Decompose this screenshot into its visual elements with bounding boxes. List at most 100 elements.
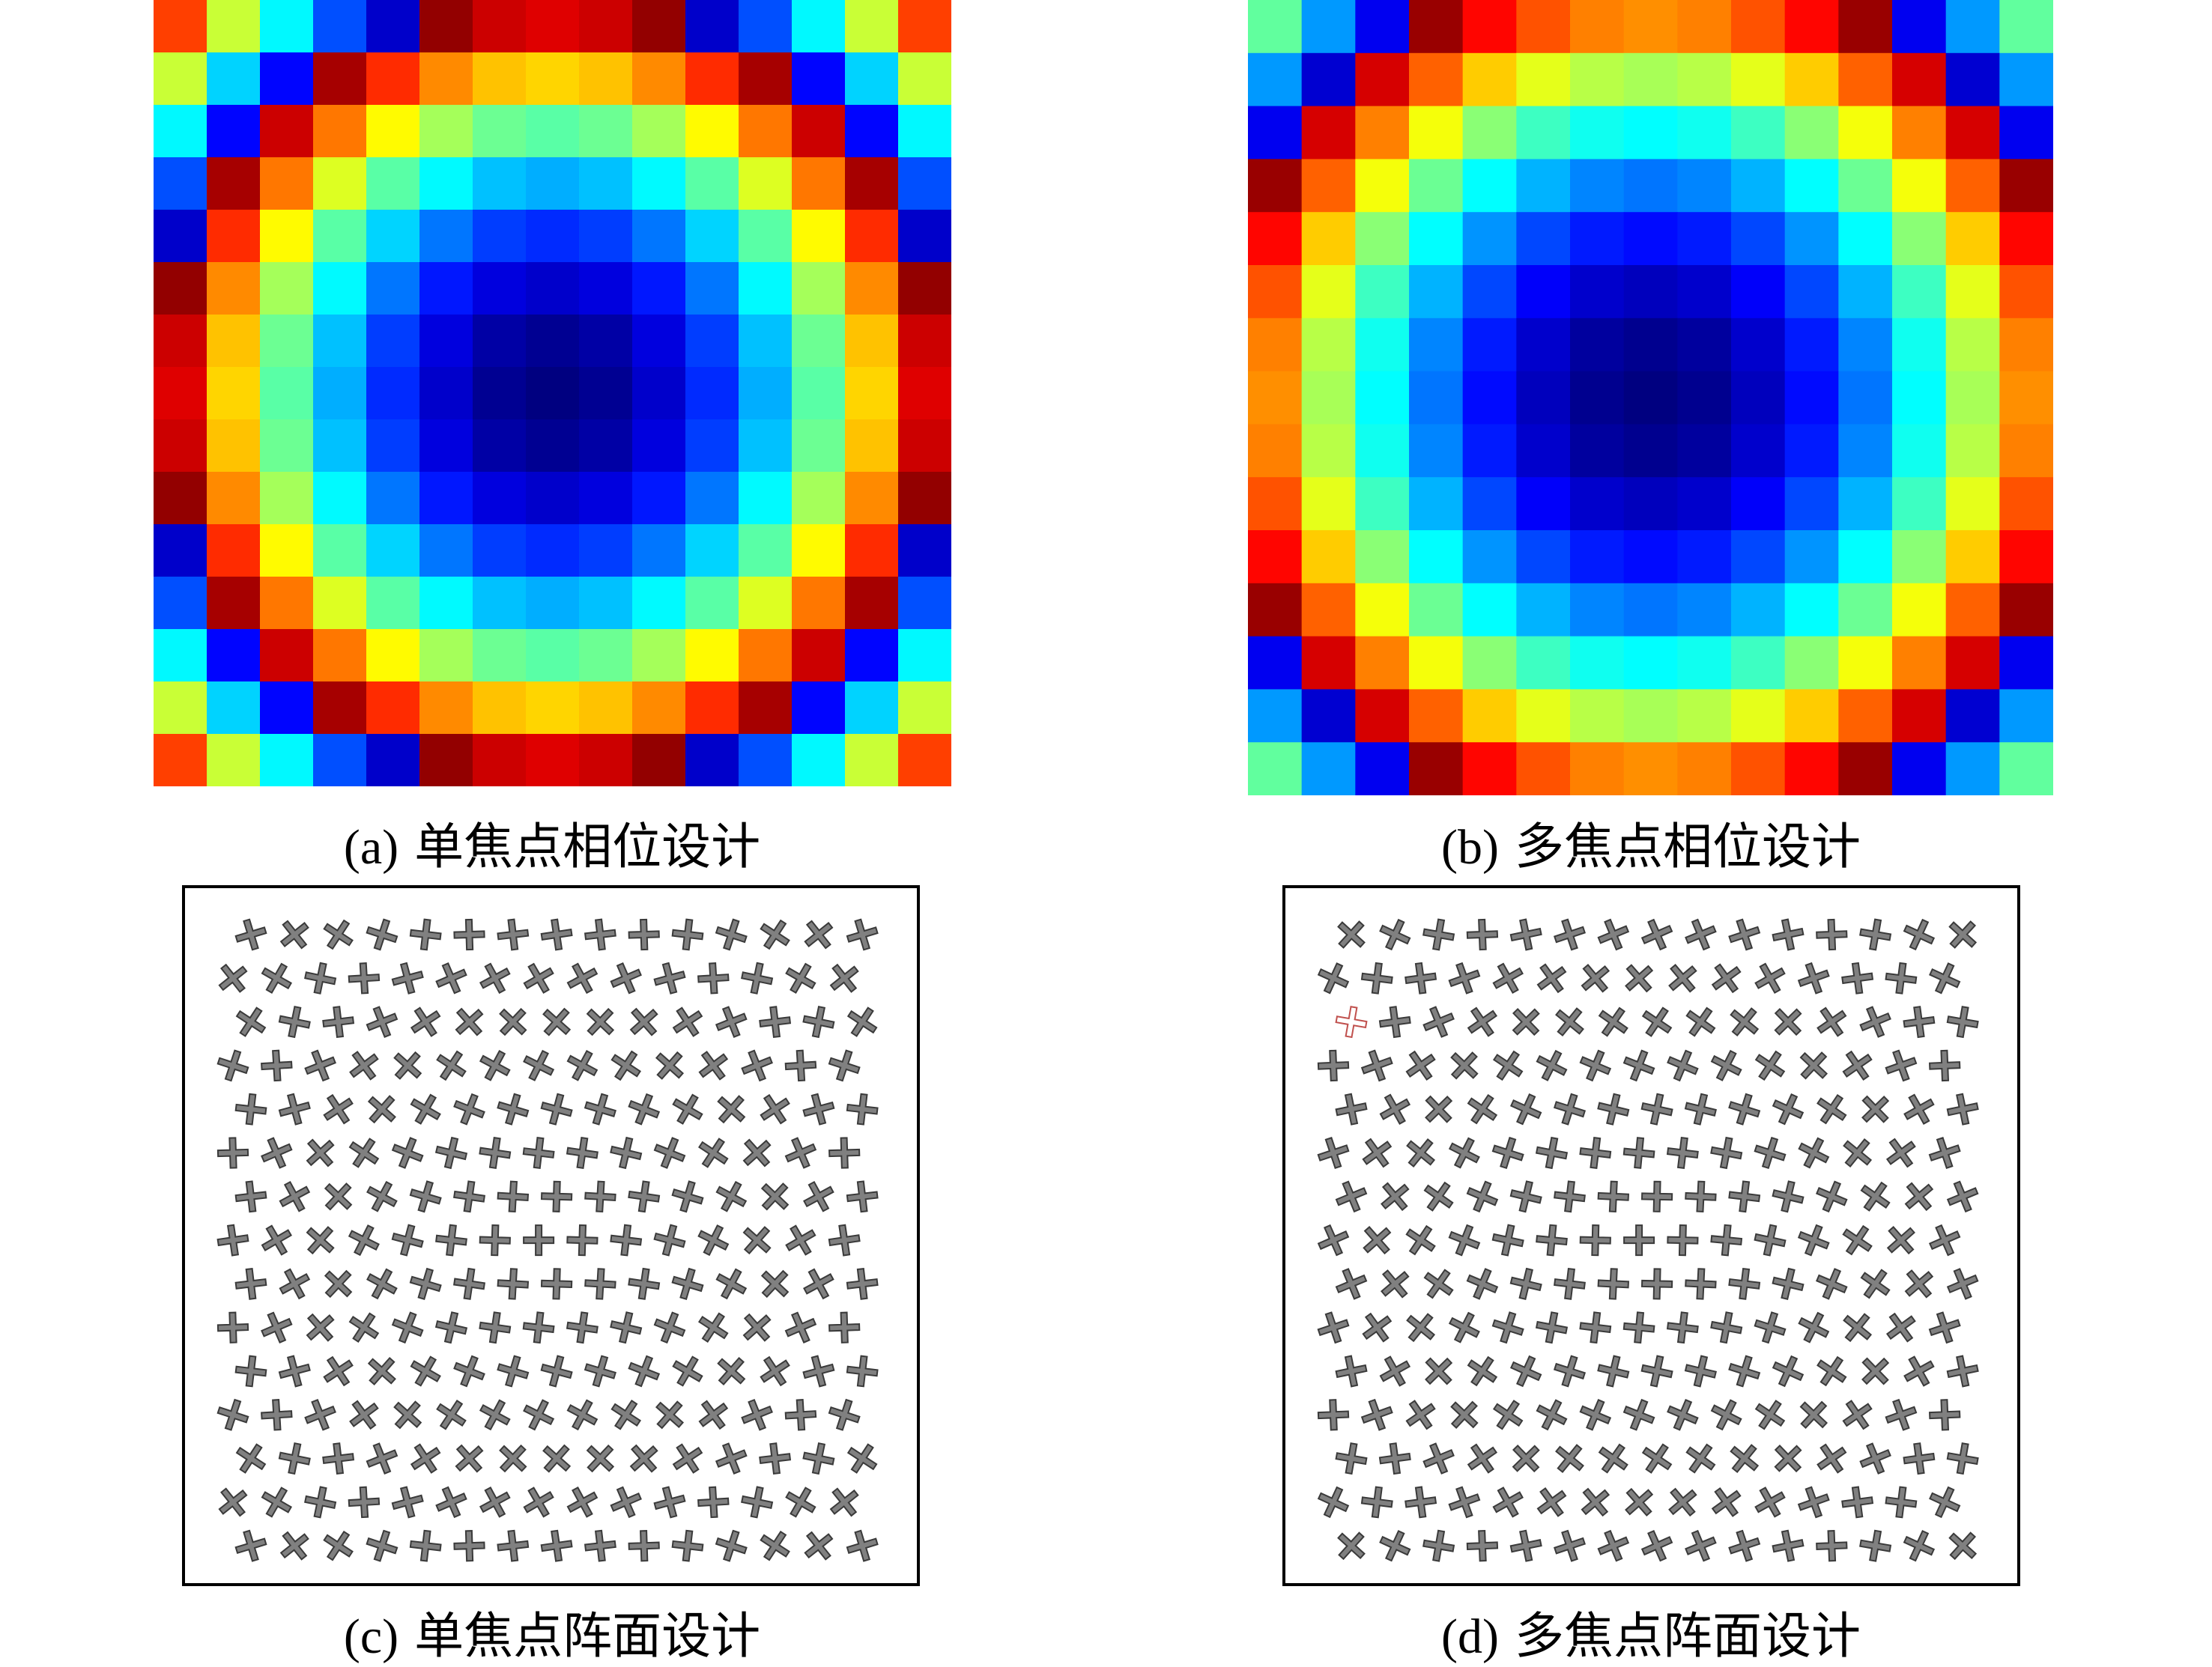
cross-element-icon [436,1400,467,1430]
heatmap-cell [1731,689,1786,743]
cross-element-icon [348,1486,381,1519]
cross-element-icon [1928,1311,1961,1344]
cross-element-icon [1816,1530,1848,1562]
cross-element-icon [216,1398,249,1431]
heatmap-cell [1409,477,1464,531]
cross-element-icon [435,962,467,995]
heatmap-cell [313,681,367,735]
heatmap-cell [1462,0,1517,54]
heatmap-cell [1355,265,1410,319]
heatmap-cell [366,52,420,106]
heatmap-cell [1838,265,1893,319]
cross-element-icon [1535,1136,1569,1170]
heatmap-cell [207,367,261,420]
heatmap-cell [1945,159,2000,213]
heatmap-cell [1838,0,1893,54]
heatmap-cell [260,367,314,420]
cross-element-icon [628,918,660,951]
heatmap-cell [1892,52,1947,107]
cross-element-icon [1946,1355,1979,1388]
heatmap-cell [1248,318,1303,372]
heatmap-cell [739,315,793,368]
heatmap-cell [1570,689,1625,743]
heatmap-cell [1731,477,1786,531]
heatmap-cell [845,524,899,577]
heatmap-cell [845,577,899,630]
heatmap-cell [419,262,473,315]
cross-element-icon [1491,1136,1524,1170]
caption-d-text: 多焦点阵面设计 [1514,1607,1861,1665]
cross-element-icon [1466,1530,1499,1562]
cross-element-icon [803,1268,834,1300]
heatmap-cell [1570,0,1625,54]
cross-element-icon [1843,1313,1873,1343]
heatmap-cell [419,52,473,106]
caption-b-label: (b) [1441,820,1499,875]
heatmap-cell [845,629,899,682]
heatmap-cell [1570,212,1625,266]
cross-element-icon [629,1444,658,1473]
heatmap-cell [154,157,207,210]
heatmap-cell [632,472,686,525]
heatmap-cell [1677,106,1732,160]
cross-element-icon [1467,1093,1498,1125]
heatmap-cell [898,524,951,577]
heatmap-cell [1462,106,1517,160]
heatmap-cell [1409,159,1464,213]
cross-element-icon [715,1006,748,1038]
heatmap-cell [260,681,314,735]
cross-element-icon [391,1224,424,1257]
heatmap-cell [1784,477,1839,531]
cross-element-icon [610,1050,641,1081]
cross-element-icon [784,1399,817,1431]
heatmap-cell [898,52,951,106]
cross-element-icon [628,1267,661,1300]
cross-element-icon [846,918,879,951]
cross-element-icon [1554,1180,1586,1213]
heatmap-cell [1999,636,2053,690]
cross-element-icon [1640,918,1673,951]
heatmap-cell [473,472,527,525]
heatmap-cell [1623,318,1678,372]
heatmap-cell [1892,530,1947,584]
heatmap-cell [685,105,739,158]
cross-element-icon [348,1312,380,1343]
cross-element-icon [479,1050,511,1081]
heatmap-cell [1355,159,1410,213]
cross-element-icon [1581,964,1610,993]
heatmap-cell [526,524,580,577]
heatmap-cell [632,629,686,682]
cross-element-icon [1946,1006,1979,1039]
heatmap-cell [1784,265,1839,319]
heatmap-cell [419,0,473,53]
cross-element-icon [628,1530,660,1562]
cross-element-icon [1946,1180,1979,1213]
cross-element-icon [304,1049,336,1082]
heatmap-cell [579,157,633,210]
heatmap-cell [579,577,633,630]
cross-element-icon [1841,1486,1874,1519]
cross-element-icon [366,1268,398,1300]
cross-element-icon [1730,1007,1760,1037]
heatmap-cell [1784,106,1839,160]
heatmap-cell [579,52,633,106]
cross-element-icon [1685,1268,1717,1300]
heatmap-cell [739,210,793,263]
heatmap-cell [1623,212,1678,266]
heatmap-cell [473,629,527,682]
cross-element-icon [278,1006,311,1039]
cross-element-icon [216,1224,249,1257]
heatmap-cell [898,262,951,315]
heatmap-cell [632,105,686,158]
cross-element-icon [235,1443,267,1474]
cross-element-icon [802,1093,835,1126]
heatmap-cell [1784,424,1839,478]
cross-element-icon [1597,918,1630,951]
heatmap-cell [1516,530,1571,584]
heatmap-cell [1945,265,2000,319]
heatmap-cell [1409,742,1464,795]
cross-element-icon [1685,1529,1717,1562]
cross-element-icon [349,1400,379,1430]
cross-element-icon [1597,1355,1630,1388]
cross-element-icon [566,1050,599,1081]
